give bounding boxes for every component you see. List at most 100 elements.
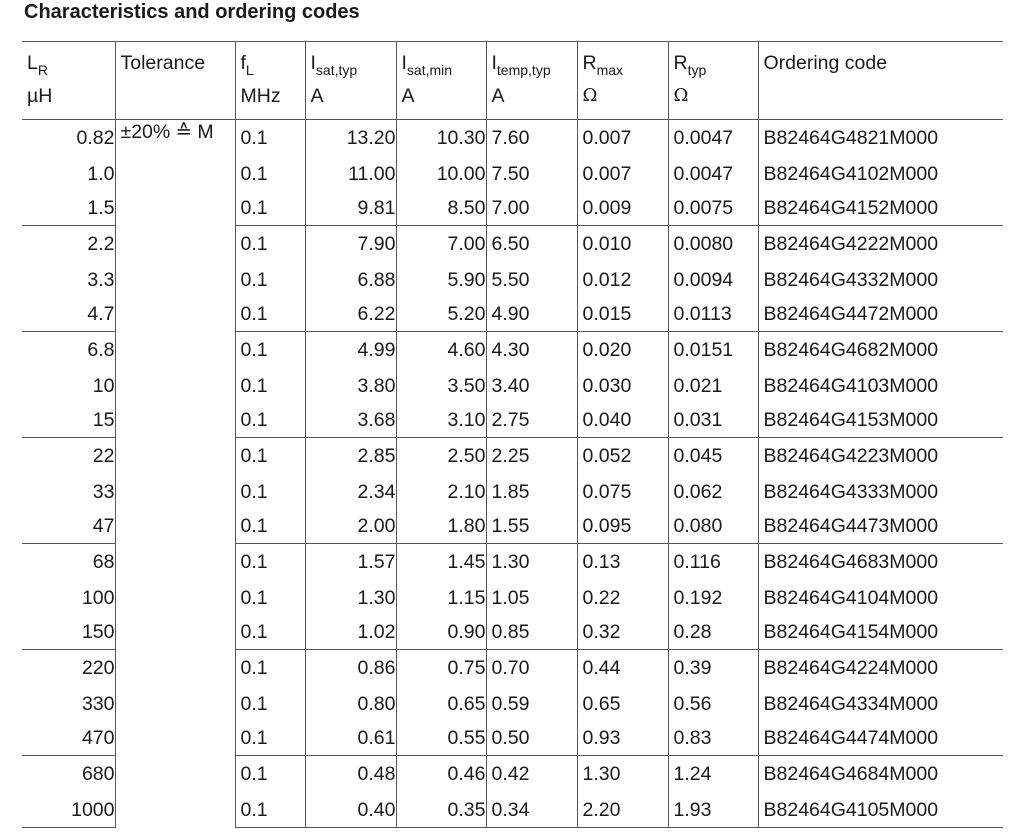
cell-itemp-typ: 1.05 xyxy=(485,581,577,615)
table-row: 150 0.1 1.02 0.90 0.85 0.32 0.28 B82464G4154M00… xyxy=(22,615,1003,650)
table-row: 680 0.1 0.48 0.46 0.42 1.30 1.24 B82464G4684M00… xyxy=(22,755,1003,793)
cell-inductance: 15 xyxy=(22,403,115,438)
table-row: 1.5 0.1 9.81 8.50 7.00 0.009 0.0075 B82464G4152… xyxy=(22,191,1003,226)
cell-rtyp: 0.031 xyxy=(667,403,758,438)
cell-itemp-typ: 0.59 xyxy=(485,687,577,721)
col-header-rtyp: Rtyp xyxy=(667,41,758,83)
cell-itemp-typ: 1.55 xyxy=(485,509,577,544)
cell-isat-min: 5.20 xyxy=(395,297,486,332)
cell-inductance: 22 xyxy=(92,445,115,467)
page-title: Characteristics and ordering codes xyxy=(24,1,360,23)
unit-ordering-code xyxy=(757,83,1003,120)
cell-rmax: 2.20 xyxy=(576,793,668,828)
cell-inductance: 1000 xyxy=(22,793,115,828)
cell-rmax: 0.095 xyxy=(576,509,668,544)
cell-inductance: 47 xyxy=(22,509,115,544)
cell-itemp-typ: 4.90 xyxy=(485,297,577,332)
cell-itemp-typ: 2.25 xyxy=(485,437,577,475)
cell-isat-min: 1.15 xyxy=(395,581,486,615)
cell-itemp-typ: 1.85 xyxy=(485,475,577,509)
cell-itemp-typ: 0.85 xyxy=(485,615,577,650)
table-row: 4.7 0.1 6.22 5.20 4.90 0.015 0.0113 B82464G4472… xyxy=(22,297,1003,332)
cell-isat-typ: 2.34 xyxy=(304,475,396,509)
cell-ordering-code: B82464G4472M000 xyxy=(757,297,1003,332)
cell-inductance: 6.8 xyxy=(87,339,115,361)
cell-rmax: 0.012 xyxy=(576,263,668,297)
cell-frequency: 0.1 xyxy=(234,263,305,297)
cell-isat-typ: 7.90 xyxy=(304,225,396,263)
cell-frequency: 0.1 xyxy=(234,331,305,369)
cell-isat-min: 5.90 xyxy=(395,263,486,297)
col-header-isat-min: Isat,min xyxy=(395,41,486,83)
cell-itemp-typ: 0.34 xyxy=(485,793,577,828)
cell-rtyp: 0.0151 xyxy=(667,331,758,369)
cell-rmax: 0.009 xyxy=(576,191,668,226)
cell-frequency: 0.1 xyxy=(234,543,305,581)
table-row: 47 0.1 2.00 1.80 1.55 0.095 0.080 B82464G4473M0… xyxy=(22,509,1003,544)
cell-ordering-code: B82464G4105M000 xyxy=(757,793,1003,828)
cell-rtyp: 1.93 xyxy=(667,793,758,828)
table-row: 15 0.1 3.68 3.10 2.75 0.040 0.031 B82464G4153M0… xyxy=(22,403,1003,438)
cell-isat-typ: 0.86 xyxy=(304,649,396,687)
cell-inductance: 3.3 xyxy=(87,268,115,291)
cell-frequency: 0.1 xyxy=(234,649,305,687)
cell-rtyp: 0.116 xyxy=(667,543,758,581)
cell-inductance: 330 xyxy=(81,692,115,715)
table-row: 100 0.1 1.30 1.15 1.05 0.22 0.192 B82464G4104M0… xyxy=(22,581,1003,615)
cell-inductance: 680 xyxy=(81,763,115,785)
cell-frequency: 0.1 xyxy=(234,509,305,544)
cell-isat-typ: 3.80 xyxy=(304,369,396,403)
cell-ordering-code: B82464G4104M000 xyxy=(757,581,1003,615)
table-row: 220 0.1 0.86 0.75 0.70 0.44 0.39 B82464G4224M00… xyxy=(22,649,1003,687)
cell-isat-min: 3.10 xyxy=(395,403,486,438)
cell-frequency: 0.1 xyxy=(234,369,305,403)
cell-rmax: 0.44 xyxy=(576,649,668,687)
table-row: 1.0 0.1 11.00 10.00 7.50 0.007 0.0047 B82464G41… xyxy=(22,157,1003,191)
table-body: 0.82 ±20% ≙ M 0.1 13.20 10.30 7.60 0.007 0.0047… xyxy=(22,119,1003,828)
cell-itemp-typ: 0.42 xyxy=(485,755,577,793)
col-header-rmax: Rmax xyxy=(576,41,668,83)
cell-isat-typ: 6.88 xyxy=(304,263,396,297)
cell-inductance: 150 xyxy=(22,615,115,650)
cell-rmax: 0.052 xyxy=(576,437,668,475)
cell-inductance: 1.5 xyxy=(22,191,115,226)
col-header-ordering-code: Ordering code xyxy=(757,41,1003,83)
unit-rtyp: Ω xyxy=(667,83,758,120)
cell-ordering-code: B82464G4222M000 xyxy=(757,225,1003,263)
cell-isat-typ: 3.68 xyxy=(304,403,396,438)
cell-ordering-code: B82464G4334M000 xyxy=(757,687,1003,721)
cell-rtyp: 0.83 xyxy=(667,721,758,756)
col-header-frequency: fL xyxy=(234,41,305,83)
cell-itemp-typ: 7.00 xyxy=(485,191,577,226)
cell-isat-typ: 1.30 xyxy=(304,581,396,615)
cell-rtyp: 0.0047 xyxy=(667,157,758,191)
cell-isat-typ: 1.02 xyxy=(304,615,396,650)
unit-inductance: µH xyxy=(22,83,115,120)
cell-rmax: 0.93 xyxy=(576,721,668,756)
cell-ordering-code: B82464G4332M000 xyxy=(757,263,1003,297)
cell-rmax: 0.015 xyxy=(576,297,668,332)
cell-inductance: 220 xyxy=(81,657,115,679)
unit-tolerance xyxy=(114,83,235,120)
col-header-inductance: LR xyxy=(22,41,115,83)
cell-tolerance: ±20% ≙ M xyxy=(114,119,235,828)
cell-rmax: 0.22 xyxy=(576,581,668,615)
cell-rmax: 0.13 xyxy=(576,543,668,581)
cell-isat-min: 7.00 xyxy=(395,225,486,263)
characteristics-table: LR Tolerance fL Isat,typ Isat,min Itemp,… xyxy=(22,41,1003,828)
cell-isat-min: 1.45 xyxy=(395,543,486,581)
table-row: 470 0.1 0.61 0.55 0.50 0.93 0.83 B82464G4474M00… xyxy=(22,721,1003,756)
cell-isat-min: 2.10 xyxy=(395,475,486,509)
cell-itemp-typ: 3.40 xyxy=(485,369,577,403)
cell-itemp-typ: 5.50 xyxy=(485,263,577,297)
cell-frequency: 0.1 xyxy=(234,297,305,332)
cell-isat-min: 0.65 xyxy=(395,687,486,721)
cell-ordering-code: B82464G4684M000 xyxy=(757,755,1003,793)
cell-itemp-typ: 1.30 xyxy=(485,543,577,581)
cell-frequency: 0.1 xyxy=(234,615,305,650)
cell-isat-min: 0.90 xyxy=(395,615,486,650)
cell-frequency: 0.1 xyxy=(234,437,305,475)
cell-isat-min: 2.50 xyxy=(395,437,486,475)
cell-frequency: 0.1 xyxy=(234,721,305,756)
cell-isat-min: 3.50 xyxy=(395,369,486,403)
